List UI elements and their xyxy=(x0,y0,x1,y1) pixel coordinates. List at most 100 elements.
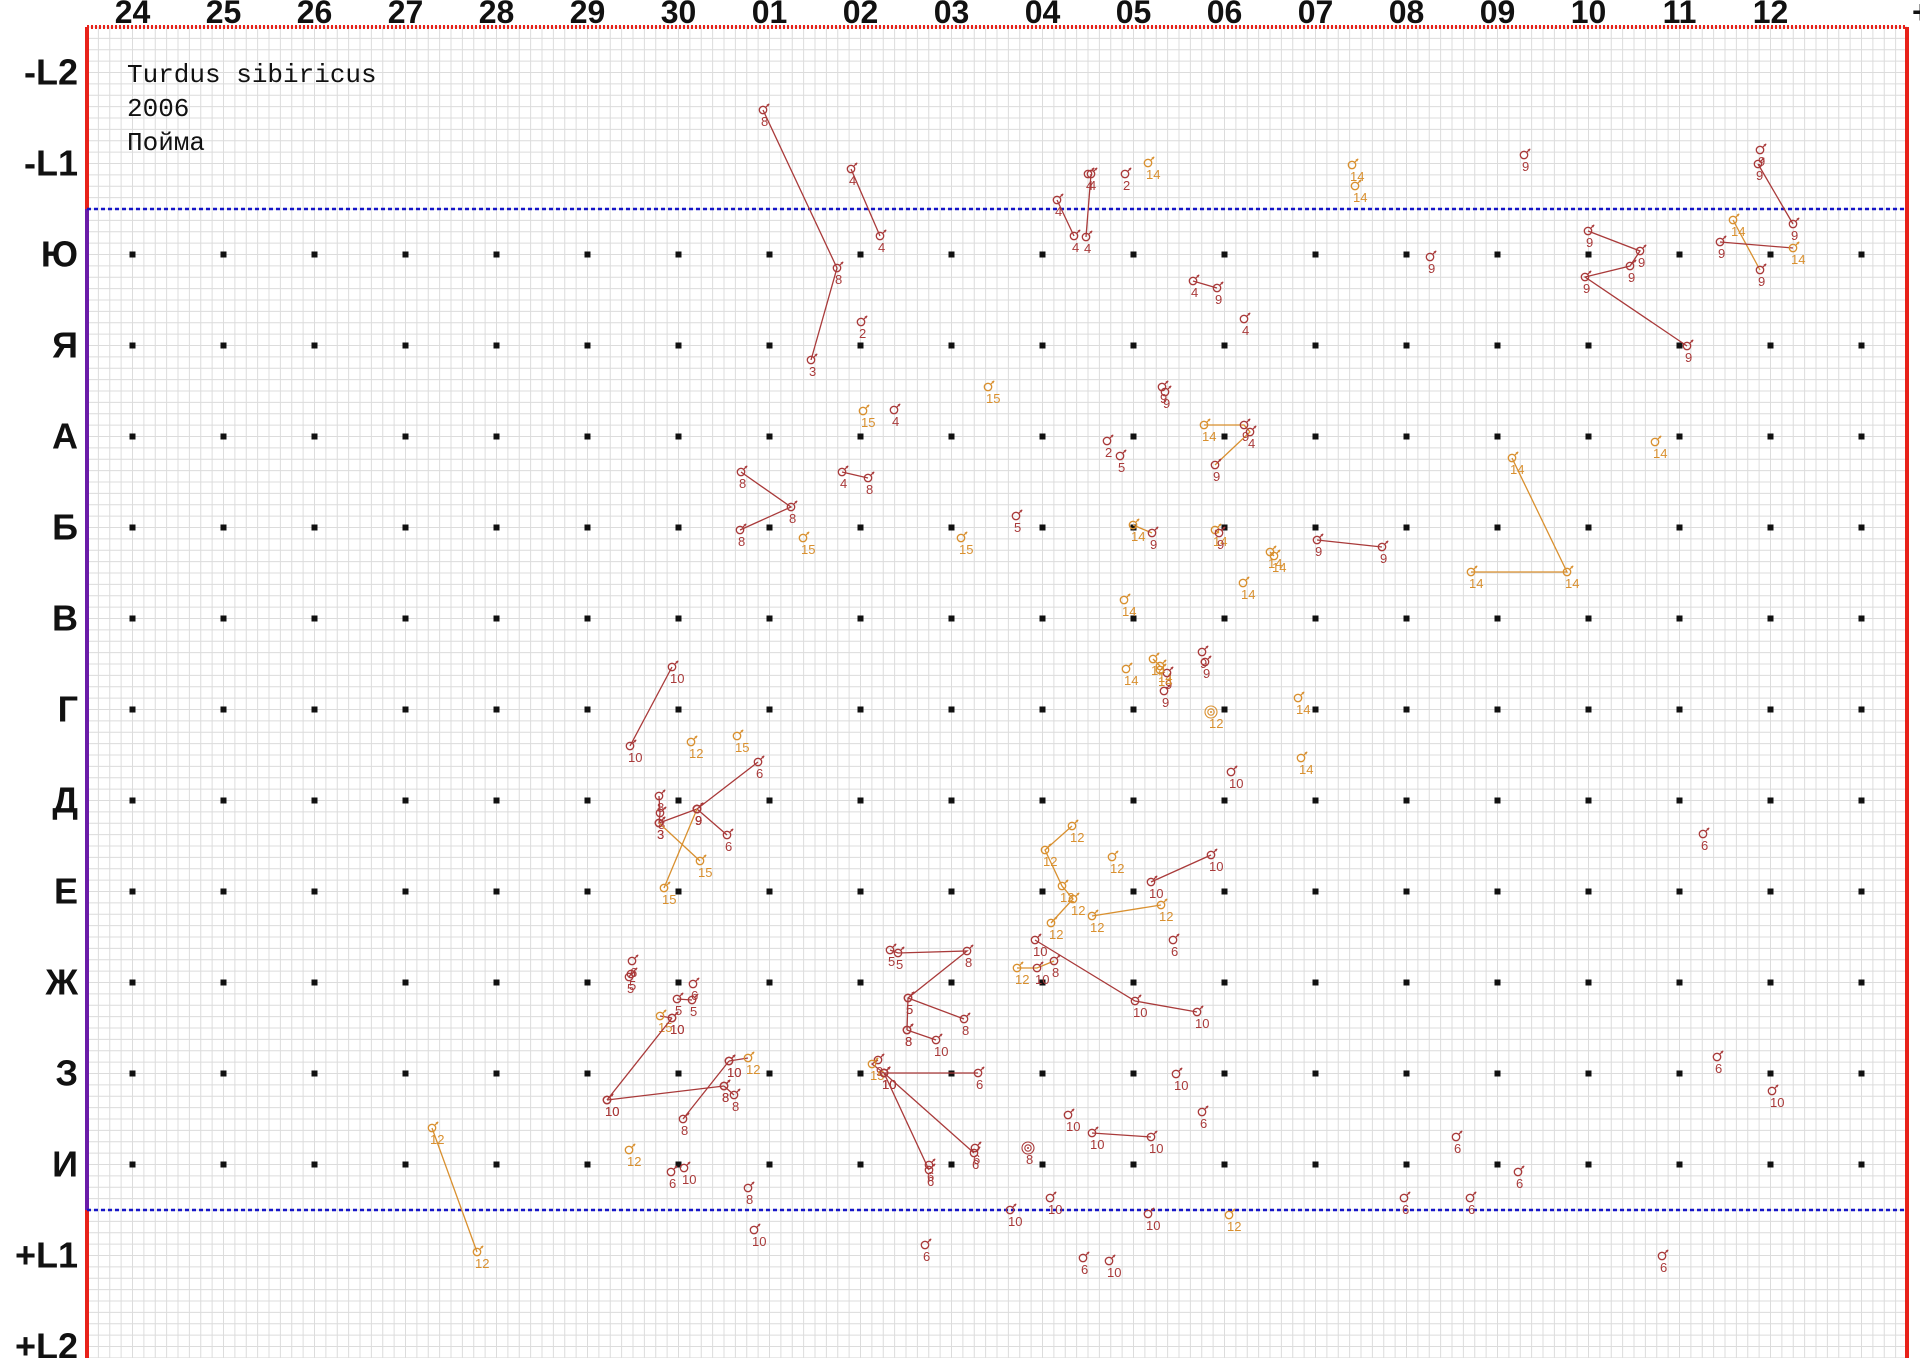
svg-text:2: 2 xyxy=(1105,445,1112,460)
svg-text:+L1: +L1 xyxy=(15,1235,78,1276)
svg-text:10: 10 xyxy=(605,1104,619,1119)
svg-text:14: 14 xyxy=(1510,462,1524,477)
svg-text:4: 4 xyxy=(1248,436,1255,451)
svg-text:4: 4 xyxy=(878,240,885,255)
svg-text:09: 09 xyxy=(1480,0,1516,30)
svg-text:06: 06 xyxy=(1207,0,1243,30)
svg-text:9: 9 xyxy=(1380,551,1387,566)
svg-text:И: И xyxy=(52,1144,78,1185)
svg-text:В: В xyxy=(52,598,78,639)
svg-text:8: 8 xyxy=(732,1099,739,1114)
svg-text:10: 10 xyxy=(1770,1095,1784,1110)
svg-text:10: 10 xyxy=(670,671,684,686)
svg-text:9: 9 xyxy=(1628,270,1635,285)
svg-text:10: 10 xyxy=(934,1044,948,1059)
svg-text:Г: Г xyxy=(58,689,78,730)
svg-text:Пойма: Пойма xyxy=(127,128,205,158)
svg-text:3: 3 xyxy=(809,364,816,379)
svg-text:15: 15 xyxy=(662,892,676,907)
svg-text:15: 15 xyxy=(698,865,712,880)
svg-text:6: 6 xyxy=(1454,1141,1461,1156)
svg-text:2006: 2006 xyxy=(127,94,189,124)
svg-text:5: 5 xyxy=(888,954,895,969)
svg-text:6: 6 xyxy=(1660,1260,1667,1275)
svg-text:8: 8 xyxy=(722,1090,729,1105)
svg-text:12: 12 xyxy=(1043,854,1057,869)
svg-text:10: 10 xyxy=(1195,1016,1209,1031)
svg-text:10: 10 xyxy=(682,1172,696,1187)
svg-text:4: 4 xyxy=(892,414,899,429)
svg-text:15: 15 xyxy=(735,740,749,755)
svg-text:2: 2 xyxy=(859,326,866,341)
svg-text:10: 10 xyxy=(752,1234,766,1249)
svg-text:-L2: -L2 xyxy=(24,52,78,93)
svg-text:10: 10 xyxy=(1149,1141,1163,1156)
svg-text:4: 4 xyxy=(1072,240,1079,255)
svg-text:9: 9 xyxy=(1215,292,1222,307)
svg-text:4: 4 xyxy=(849,173,856,188)
svg-text:10: 10 xyxy=(1008,1214,1022,1229)
svg-text:8: 8 xyxy=(965,955,972,970)
svg-text:+L2: +L2 xyxy=(15,1326,78,1358)
svg-text:8: 8 xyxy=(866,482,873,497)
svg-text:4: 4 xyxy=(1191,285,1198,300)
svg-text:12: 12 xyxy=(746,1062,760,1077)
svg-text:10: 10 xyxy=(1107,1265,1121,1280)
svg-text:14: 14 xyxy=(1241,587,1255,602)
svg-text:6: 6 xyxy=(923,1249,930,1264)
svg-text:Я: Я xyxy=(52,325,78,366)
svg-text:12: 12 xyxy=(475,1256,489,1271)
svg-text:9: 9 xyxy=(1162,695,1169,710)
svg-text:8: 8 xyxy=(739,476,746,491)
svg-text:А: А xyxy=(52,416,78,457)
svg-text:4: 4 xyxy=(1084,241,1091,256)
svg-text:10: 10 xyxy=(1571,0,1607,30)
svg-text:27: 27 xyxy=(388,0,424,30)
svg-text:8: 8 xyxy=(746,1192,753,1207)
svg-text:5: 5 xyxy=(675,1003,682,1018)
svg-text:9: 9 xyxy=(1685,350,1692,365)
svg-text:10: 10 xyxy=(727,1065,741,1080)
svg-text:10: 10 xyxy=(670,1022,684,1037)
svg-text:10: 10 xyxy=(628,750,642,765)
svg-text:14: 14 xyxy=(1653,446,1667,461)
svg-text:8: 8 xyxy=(905,1034,912,1049)
svg-text:5: 5 xyxy=(627,981,634,996)
svg-text:02: 02 xyxy=(843,0,879,30)
svg-text:14: 14 xyxy=(1131,529,1145,544)
svg-text:2: 2 xyxy=(1123,178,1130,193)
svg-text:6: 6 xyxy=(1701,838,1708,853)
svg-text:10: 10 xyxy=(1033,944,1047,959)
svg-text:15: 15 xyxy=(861,415,875,430)
svg-text:6: 6 xyxy=(1516,1176,1523,1191)
svg-text:05: 05 xyxy=(1116,0,1152,30)
svg-text:8: 8 xyxy=(738,534,745,549)
svg-text:9: 9 xyxy=(1791,228,1798,243)
svg-text:9: 9 xyxy=(1150,537,1157,552)
svg-text:6: 6 xyxy=(1171,944,1178,959)
svg-text:9: 9 xyxy=(1428,261,1435,276)
svg-text:5: 5 xyxy=(1014,520,1021,535)
svg-text:10: 10 xyxy=(1090,1137,1104,1152)
svg-text:9: 9 xyxy=(1756,168,1763,183)
svg-text:10: 10 xyxy=(1048,1202,1062,1217)
svg-text:8: 8 xyxy=(962,1023,969,1038)
svg-text:14: 14 xyxy=(1731,224,1745,239)
svg-text:10: 10 xyxy=(1146,1218,1160,1233)
svg-text:9: 9 xyxy=(1315,544,1322,559)
svg-text:26: 26 xyxy=(297,0,333,30)
svg-text:8: 8 xyxy=(835,272,842,287)
svg-text:14: 14 xyxy=(1202,429,1216,444)
svg-text:14: 14 xyxy=(1296,702,1310,717)
svg-text:14: 14 xyxy=(1353,190,1367,205)
svg-text:9: 9 xyxy=(1758,274,1765,289)
svg-text:29: 29 xyxy=(570,0,606,30)
svg-text:6: 6 xyxy=(976,1077,983,1092)
svg-text:3: 3 xyxy=(657,827,664,842)
svg-text:03: 03 xyxy=(934,0,970,30)
svg-text:6: 6 xyxy=(756,766,763,781)
svg-text:15: 15 xyxy=(959,542,973,557)
svg-text:12: 12 xyxy=(1753,0,1789,30)
svg-text:8: 8 xyxy=(761,114,768,129)
svg-text:5: 5 xyxy=(1118,460,1125,475)
